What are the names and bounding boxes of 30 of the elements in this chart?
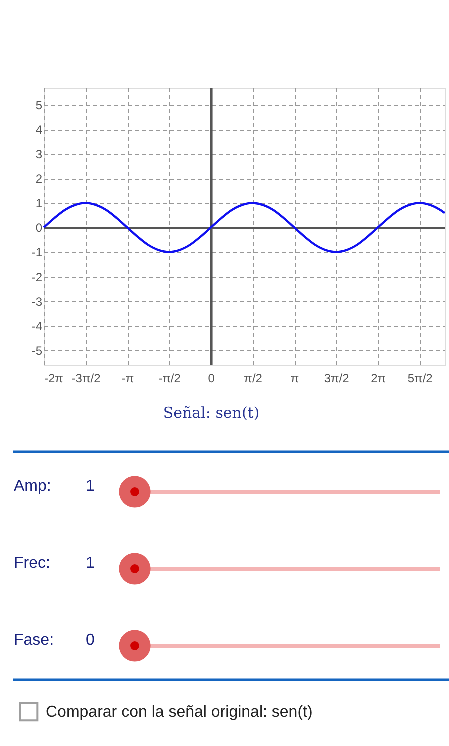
x-tick-label: 5π/2 [408,372,434,386]
y-tick-label: 4 [36,123,43,138]
text: 0 [86,632,95,649]
y-tick-label: 0 [36,221,43,236]
text: 1 [86,555,95,572]
y-tick-label: -2 [32,270,43,284]
text: 1 [86,478,95,495]
text: Amp: [14,478,52,495]
y-tick-label: 5 [36,98,43,113]
x-tick-label: 2π [371,372,386,386]
text: Fase: [14,632,54,649]
x-tick-label: -π [122,372,134,386]
y-tick-label: 1 [36,196,43,211]
x-tick-label: 3π/2 [324,372,350,386]
x-tick-label: π/2 [244,372,263,386]
line-series [42,202,446,254]
text: Señal: sen(t) [163,404,260,422]
y-tick-label: -5 [32,344,43,358]
x-tick-label: -3π/2 [72,372,102,386]
y-tick-label: -3 [32,294,43,309]
text: Frec: [14,555,50,572]
y-tick-label: -1 [32,246,43,260]
y-tick-label: 3 [36,148,43,162]
x-tick-label: -π/2 [158,372,182,386]
y-tick-label: 2 [36,172,43,186]
y-tick-label: -4 [32,319,43,334]
x-tick-label: -2π [44,372,64,386]
x-tick-label: 0 [208,372,216,386]
text: Comparar con la señal original: sen(t) [46,704,313,721]
x-tick-label: π [290,372,300,386]
